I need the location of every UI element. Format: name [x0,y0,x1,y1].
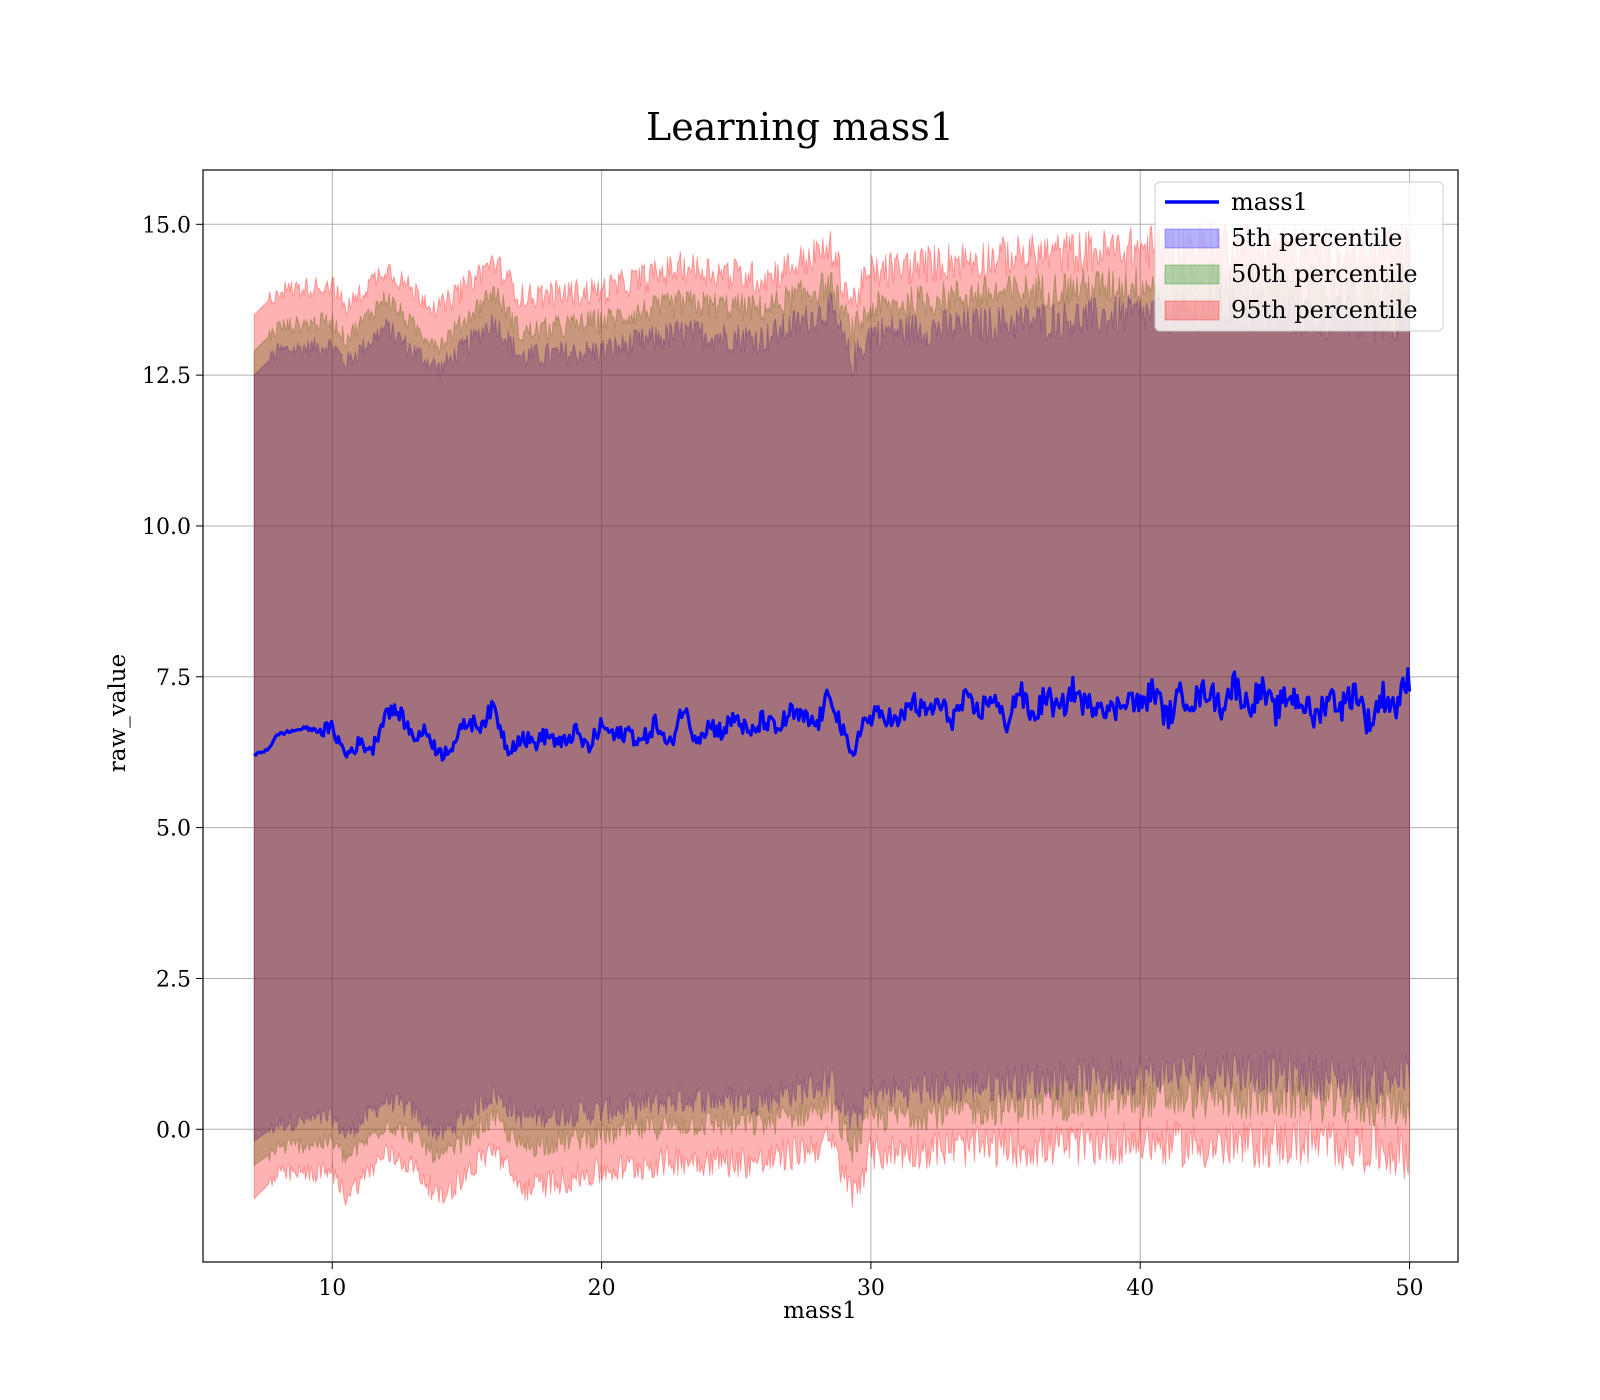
y-tick-label: 7.5 [156,666,191,691]
band-95th-percentile [253,219,1410,1208]
legend-label-50th-percentile: 50th percentile [1231,260,1418,288]
y-tick-label: 10.0 [142,515,191,540]
legend-swatch-5th-percentile [1164,228,1220,249]
y-tick-label: 0.0 [156,1118,191,1143]
y-axis-label: raw_value [105,654,131,772]
mass1-line-layer [253,667,1412,762]
y-tick-label: 12.5 [142,364,191,389]
plot-area [202,169,1459,1263]
y-tick-label: 15.0 [142,213,191,238]
x-tick-label: 20 [588,1276,616,1301]
chart-title: Learning mass1 [646,105,954,149]
percentile-bands [253,219,1410,1208]
legend: mass1 5th percentile 50th percentile 95th p… [1154,181,1444,332]
x-tick-label: 30 [857,1276,885,1301]
y-axis-ticks: 0.0 2.5 5.0 7.5 10.0 12.5 15.0 [142,213,203,1143]
legend-swatch-95th-percentile [1164,300,1220,321]
legend-label-mass1: mass1 [1231,188,1308,216]
axes-frame [202,169,1459,1263]
x-tick-label: 50 [1396,1276,1424,1301]
legend-swatch-50th-percentile [1164,264,1220,285]
band-5th-percentile [253,287,1410,1143]
legend-box [1154,181,1444,332]
x-axis-ticks: 10 20 30 40 50 [318,1262,1424,1301]
legend-label-5th-percentile: 5th percentile [1231,224,1402,252]
x-axis-label: mass1 [783,1298,857,1324]
mass1-line [253,667,1412,762]
x-tick-label: 10 [318,1276,346,1301]
x-tick-label: 40 [1126,1276,1154,1301]
legend-label-95th-percentile: 95th percentile [1231,296,1418,324]
y-tick-label: 2.5 [156,967,191,992]
band-50th-percentile [253,258,1410,1167]
y-tick-label: 5.0 [156,817,191,842]
